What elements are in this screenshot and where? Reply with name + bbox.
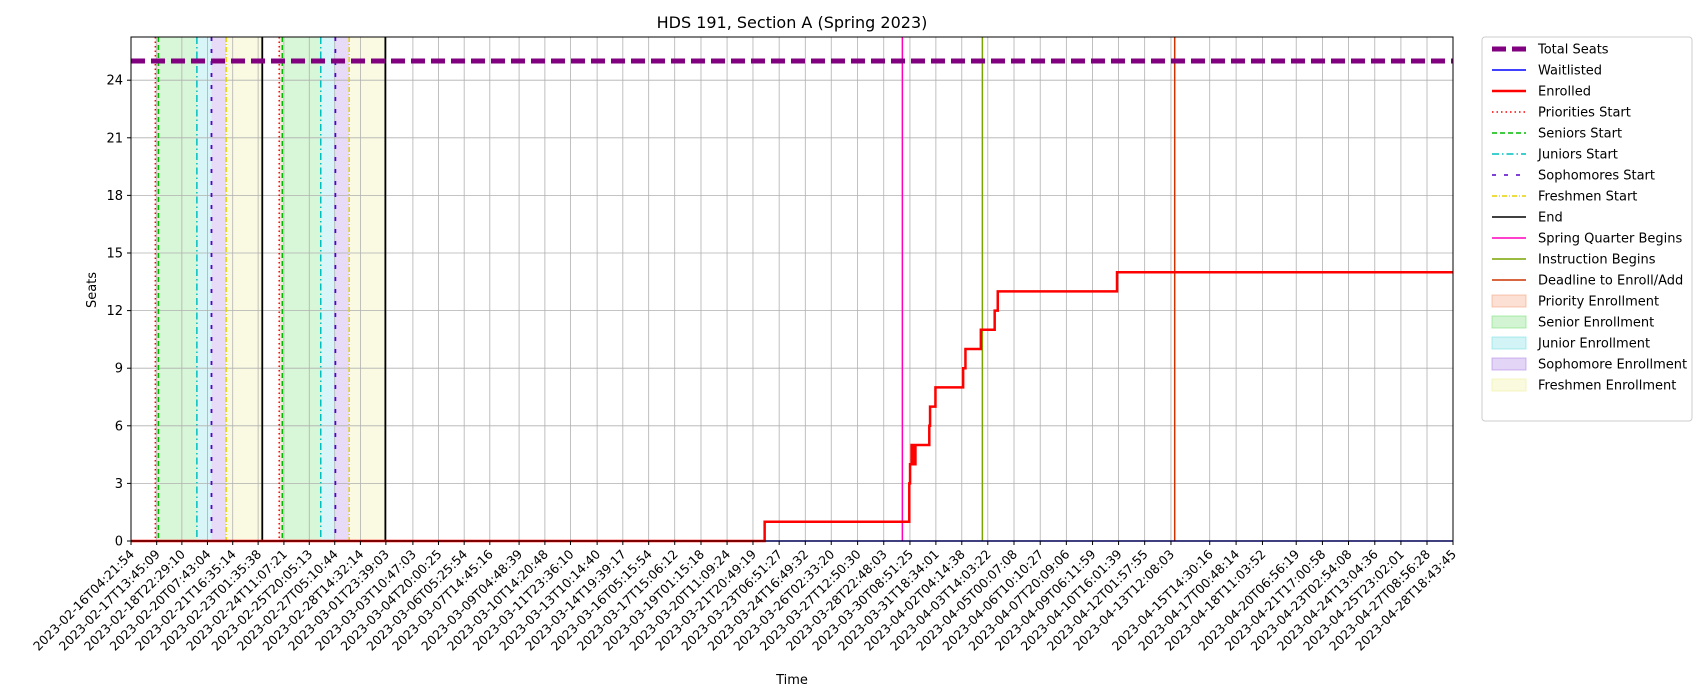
legend-label: Sophomore Enrollment bbox=[1538, 358, 1687, 373]
legend-entry: Waitlisted bbox=[1492, 64, 1602, 79]
legend-label: Senior Enrollment bbox=[1538, 316, 1654, 331]
legend-label: Freshmen Enrollment bbox=[1538, 379, 1676, 394]
legend-swatch bbox=[1491, 336, 1527, 350]
span-sophomore-enrollment-1 bbox=[211, 37, 227, 541]
legend-entry: Freshmen Enrollment bbox=[1491, 378, 1676, 394]
y-axis: 0 3 6 9 12 15 18 21 24 bbox=[106, 74, 131, 550]
span-senior-enrollment-2 bbox=[282, 37, 321, 541]
y-tick-label: 12 bbox=[106, 304, 123, 319]
span-junior-enrollment-1 bbox=[196, 37, 212, 541]
y-tick-label: 9 bbox=[115, 362, 123, 377]
legend-entry: Deadline to Enroll/Add bbox=[1492, 274, 1683, 289]
legend-label: Juniors Start bbox=[1537, 148, 1618, 163]
legend-label: Deadline to Enroll/Add bbox=[1538, 274, 1683, 289]
span-priority-enrollment-2 bbox=[279, 37, 283, 541]
legend-entry: Juniors Start bbox=[1492, 148, 1618, 163]
span-senior-enrollment-1 bbox=[158, 37, 197, 541]
y-axis-label: Seats bbox=[85, 272, 100, 308]
plot-area bbox=[131, 37, 1453, 541]
legend-label: Instruction Begins bbox=[1538, 253, 1656, 268]
legend-swatch bbox=[1491, 315, 1527, 329]
legend-entry: Instruction Begins bbox=[1492, 253, 1656, 268]
legend-entry: Priorities Start bbox=[1492, 106, 1631, 121]
legend-label: Priority Enrollment bbox=[1538, 295, 1659, 310]
event-lines bbox=[154, 37, 1176, 541]
legend-box bbox=[1481, 36, 1693, 422]
span-junior-enrollment-2 bbox=[320, 37, 336, 541]
legend-entry: Enrolled bbox=[1492, 85, 1591, 100]
y-tick-label: 3 bbox=[115, 477, 123, 492]
legend-entry: End bbox=[1492, 211, 1563, 226]
legend-label: Sophomores Start bbox=[1538, 169, 1655, 184]
enrollment-spans bbox=[155, 37, 386, 541]
legend-label: Seniors Start bbox=[1538, 127, 1622, 142]
legend-entry: Seniors Start bbox=[1492, 127, 1622, 142]
chart-title: HDS 191, Section A (Spring 2023) bbox=[657, 13, 928, 32]
y-tick-label: 0 bbox=[115, 535, 123, 550]
legend-entry: Junior Enrollment bbox=[1491, 336, 1650, 352]
legend-entry: Freshmen Start bbox=[1492, 190, 1637, 205]
legend-entry: Total Seats bbox=[1492, 43, 1609, 58]
legend-swatch bbox=[1491, 378, 1527, 392]
plot-frame bbox=[130, 36, 1454, 542]
legend-entry: Senior Enrollment bbox=[1491, 315, 1654, 331]
legend-label: Priorities Start bbox=[1538, 106, 1631, 121]
legend-label: Enrolled bbox=[1538, 85, 1591, 100]
legend: Total Seats Waitlisted Enrolled Priorities … bbox=[1481, 36, 1693, 422]
legend-swatch bbox=[1491, 294, 1527, 308]
legend-entry: Priority Enrollment bbox=[1491, 294, 1659, 310]
y-tick-label: 6 bbox=[115, 419, 123, 434]
enrolled-line bbox=[131, 270, 1453, 543]
legend-entry: Sophomores Start bbox=[1492, 169, 1655, 184]
y-tick-label: 15 bbox=[106, 247, 123, 262]
legend-label: End bbox=[1538, 211, 1563, 226]
legend-swatch bbox=[1491, 357, 1527, 371]
x-axis: 2023-02-16T04:21:542023-02-17T13:45:0920… bbox=[30, 541, 1459, 654]
legend-entry: Spring Quarter Begins bbox=[1492, 232, 1682, 247]
legend-label: Total Seats bbox=[1537, 43, 1609, 58]
y-tick-label: 24 bbox=[106, 74, 123, 89]
legend-label: Spring Quarter Begins bbox=[1538, 232, 1682, 247]
span-freshmen-enrollment-2 bbox=[349, 37, 386, 541]
y-tick-label: 18 bbox=[106, 189, 123, 204]
y-tick-label: 21 bbox=[106, 131, 123, 146]
x-axis-label: Time bbox=[775, 673, 808, 688]
legend-entry: Sophomore Enrollment bbox=[1491, 357, 1687, 373]
legend-label: Waitlisted bbox=[1538, 64, 1602, 79]
plot-border bbox=[130, 36, 1454, 542]
plot-background bbox=[131, 37, 1453, 541]
span-sophomore-enrollment-2 bbox=[335, 37, 350, 541]
span-freshmen-enrollment-1 bbox=[226, 37, 263, 541]
legend-label: Junior Enrollment bbox=[1537, 337, 1650, 352]
legend-label: Freshmen Start bbox=[1538, 190, 1637, 205]
